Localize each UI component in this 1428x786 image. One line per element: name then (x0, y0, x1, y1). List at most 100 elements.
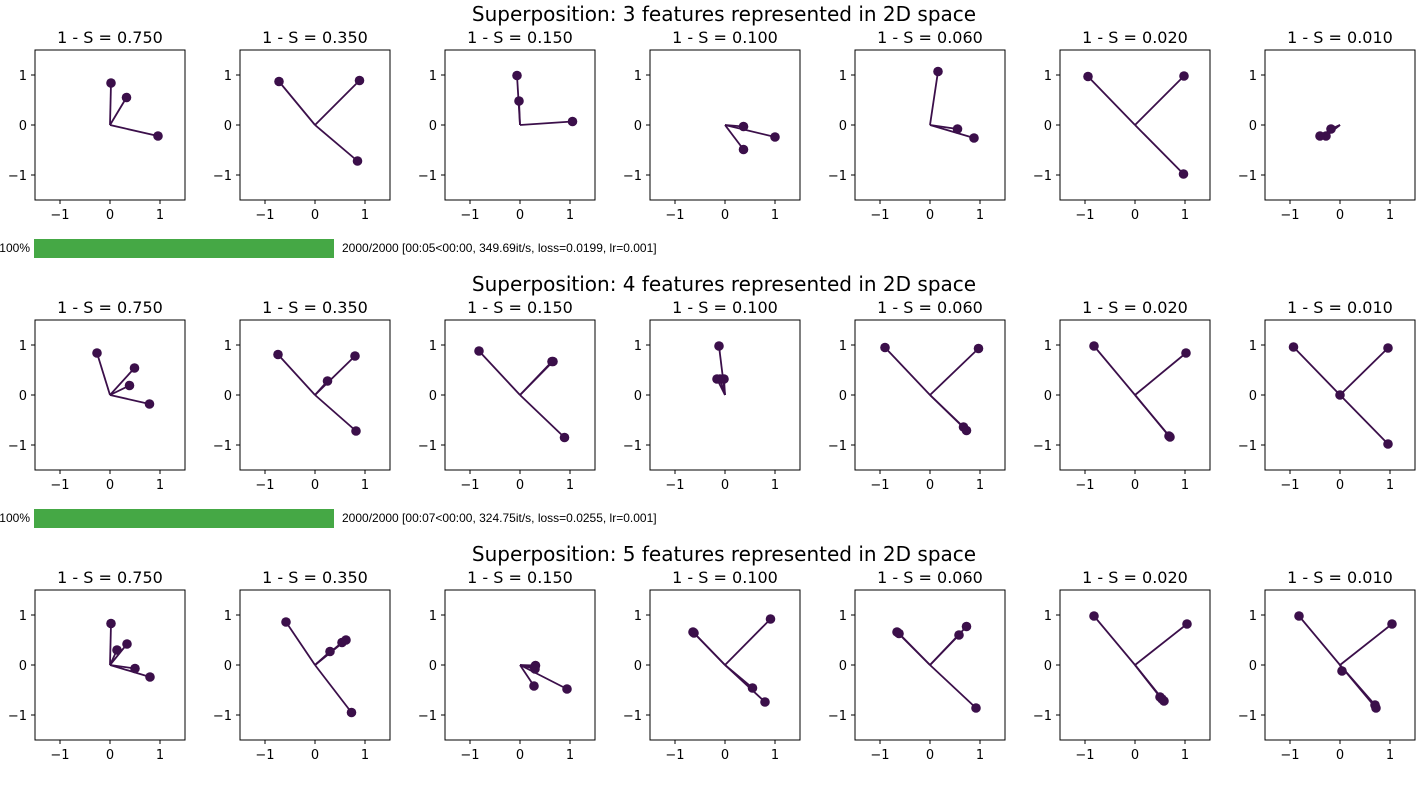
x-tick-label: 1 (156, 748, 164, 763)
subplot: 1 - S = 0.060 −1 0 1 1 0 −1 (828, 28, 1006, 223)
subplot-title: 1 - S = 0.350 (262, 568, 368, 587)
x-tick-label: 1 (156, 478, 164, 493)
feature-point (770, 132, 780, 142)
feature-point (512, 70, 522, 81)
feature-point (1383, 343, 1393, 353)
y-tick-label: −1 (1033, 709, 1052, 724)
subplot: 1 - S = 0.150 −1 0 1 1 0 −1 (418, 28, 596, 223)
y-tick-label: 1 (634, 609, 642, 624)
subplot-title: 1 - S = 0.100 (672, 28, 778, 47)
feature-vector (929, 71, 939, 126)
x-tick-label: −1 (50, 748, 69, 763)
y-tick-label: 1 (1044, 609, 1052, 624)
y-tick-label: 0 (19, 659, 27, 674)
y-tick-label: 1 (1044, 339, 1052, 354)
x-tick-label: 1 (566, 748, 574, 763)
feature-point (153, 131, 163, 141)
subplot: 1 - S = 0.060 −1 0 1 1 0 −1 (828, 298, 1006, 493)
y-tick-label: −1 (8, 169, 27, 184)
x-tick-label: 0 (721, 478, 729, 493)
y-tick-label: −1 (623, 169, 642, 184)
progress-row-1: 100% 2000/2000 [00:05<00:00, 349.69it/s,… (0, 238, 1428, 260)
y-tick-label: 0 (634, 659, 642, 674)
y-tick-label: 1 (224, 609, 232, 624)
feature-vector (314, 79, 361, 126)
y-tick-label: 0 (839, 389, 847, 404)
y-tick-label: 0 (634, 389, 642, 404)
y-tick-label: −1 (1238, 439, 1257, 454)
subplot-title: 1 - S = 0.060 (877, 568, 983, 587)
feature-point (1337, 666, 1347, 676)
feature-point (1157, 694, 1167, 704)
subplot: 1 - S = 0.350 −1 0 1 1 0 −1 (213, 568, 391, 763)
feature-vector (109, 623, 112, 666)
y-tick-label: 1 (224, 69, 232, 84)
x-tick-label: 0 (106, 748, 114, 763)
subplot-title: 1 - S = 0.750 (57, 298, 163, 317)
feature-vector (1298, 615, 1341, 666)
feature-point (121, 92, 132, 103)
feature-vector (724, 618, 772, 666)
feature-vector (1087, 75, 1136, 126)
feature-point (106, 618, 116, 629)
x-tick-label: −1 (460, 208, 479, 223)
feature-point (961, 621, 972, 632)
progress-percent-2: 100% (0, 511, 30, 525)
subplot-title: 1 - S = 0.100 (672, 298, 778, 317)
chart-row-3: Superposition: 5 features represented in… (8, 542, 1416, 763)
subplot: 1 - S = 0.060 −1 0 1 1 0 −1 (828, 568, 1006, 763)
feature-vector (929, 124, 975, 139)
y-tick-label: 1 (1044, 69, 1052, 84)
feature-point (1182, 619, 1192, 629)
y-tick-label: −1 (213, 709, 232, 724)
feature-point (529, 681, 539, 691)
subplot: 1 - S = 0.020 −1 0 1 1 0 −1 (1033, 568, 1211, 763)
feature-point (351, 426, 361, 436)
y-tick-label: 0 (1249, 389, 1257, 404)
chart-row-1: Superposition: 3 features represented in… (8, 2, 1416, 223)
x-tick-label: −1 (1075, 748, 1094, 763)
feature-point (124, 380, 135, 391)
subplot-title: 1 - S = 0.150 (467, 298, 573, 317)
x-tick-label: 1 (566, 478, 574, 493)
feature-point (760, 697, 770, 707)
y-tick-label: 1 (429, 609, 437, 624)
x-tick-label: −1 (665, 208, 684, 223)
subplot-title: 1 - S = 0.010 (1287, 28, 1393, 47)
feature-point (952, 124, 963, 134)
feature-vector (109, 367, 136, 396)
y-tick-label: −1 (623, 709, 642, 724)
feature-point (474, 346, 484, 356)
x-tick-label: 1 (771, 748, 779, 763)
feature-point (144, 399, 155, 409)
feature-vector (1134, 124, 1185, 175)
y-tick-label: 0 (429, 389, 437, 404)
feature-point (1165, 432, 1175, 442)
x-tick-label: −1 (870, 748, 889, 763)
x-tick-label: −1 (50, 208, 69, 223)
x-tick-label: 1 (361, 208, 369, 223)
subplot-title: 1 - S = 0.350 (262, 28, 368, 47)
feature-vector (693, 632, 726, 666)
subplot-title: 1 - S = 0.150 (467, 28, 573, 47)
y-tick-label: 1 (19, 69, 27, 84)
subplot-title: 1 - S = 0.750 (57, 28, 163, 47)
feature-vector (519, 664, 568, 690)
feature-point (1178, 169, 1189, 179)
feature-point (714, 341, 724, 351)
feature-vector (1339, 394, 1389, 445)
y-tick-label: 1 (634, 339, 642, 354)
feature-point (145, 672, 155, 682)
figure-title: Superposition: 5 features represented in… (472, 542, 976, 566)
x-tick-label: 0 (1131, 748, 1139, 763)
feature-point (274, 76, 284, 87)
feature-point (562, 684, 572, 694)
x-tick-label: 0 (1131, 208, 1139, 223)
x-tick-label: 0 (721, 748, 729, 763)
feature-point (350, 351, 360, 361)
x-tick-label: −1 (255, 208, 274, 223)
feature-vector (109, 664, 151, 678)
x-tick-label: 1 (156, 208, 164, 223)
feature-point (130, 663, 140, 674)
